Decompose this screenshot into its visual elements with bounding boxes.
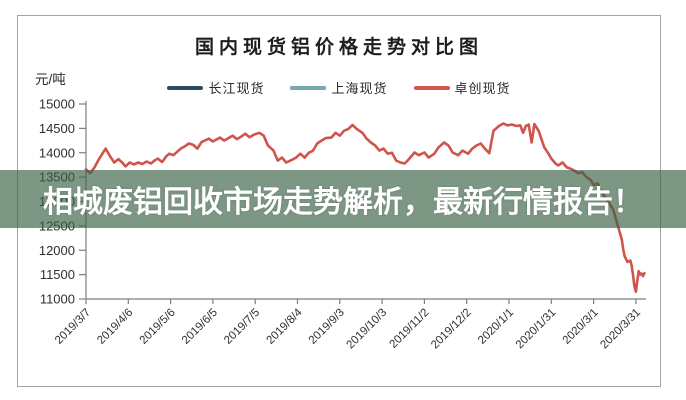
x-tick-label: 2019/9/3 bbox=[307, 307, 347, 347]
x-tick-label: 2019/12/2 bbox=[429, 307, 474, 352]
x-tick-label: 2019/11/2 bbox=[387, 307, 431, 351]
x-tick-label: 2019/8/4 bbox=[264, 306, 305, 347]
x-tick-label: 2020/3/1 bbox=[561, 307, 601, 347]
legend-label: 卓创现货 bbox=[454, 81, 511, 96]
legend-item: 卓创现货 bbox=[413, 78, 511, 97]
overlay-banner-text: 相城废铝回收市场走势解析，最新行情报告！ bbox=[43, 186, 643, 219]
y-tick-label: 14000 bbox=[39, 145, 75, 160]
legend-label: 上海现货 bbox=[331, 81, 388, 96]
legend-line-swatch bbox=[413, 85, 450, 90]
legend-item: 上海现货 bbox=[290, 78, 387, 97]
x-tick-label: 2019/7/5 bbox=[222, 307, 262, 347]
legend-line-swatch bbox=[290, 85, 327, 90]
x-tick-label: 2019/4/6 bbox=[95, 307, 135, 347]
y-axis-unit-label: 元/吨 bbox=[35, 72, 66, 87]
y-tick-label: 15000 bbox=[39, 97, 75, 112]
y-tick-label: 11000 bbox=[40, 292, 75, 307]
legend-line-swatch bbox=[167, 85, 204, 90]
chart-svg: 1500014500140001350013000125001200011500… bbox=[39, 97, 646, 352]
x-tick-label: 2020/1/31 bbox=[514, 307, 559, 352]
x-tick-label: 2019/3/7 bbox=[53, 307, 93, 347]
legend-item: 长江现货 bbox=[167, 78, 264, 97]
y-tick-label: 12000 bbox=[39, 243, 75, 258]
x-tick-label: 2020/1/1 bbox=[476, 307, 516, 347]
y-tick-label: 14500 bbox=[39, 121, 75, 136]
overlay-banner: 相城废铝回收市场走势解析，最新行情报告！ bbox=[0, 170, 686, 228]
x-tick-label: 2019/6/5 bbox=[180, 307, 220, 347]
chart-title: 国内现货铝价格走势对比图 bbox=[194, 37, 483, 58]
legend-label: 长江现货 bbox=[208, 81, 265, 96]
x-axis: 2019/3/7 2019/4/6 2019/5/6 2019/6/5 2019/7/5… bbox=[53, 298, 646, 352]
x-tick-label: 2019/10/3 bbox=[345, 307, 390, 352]
x-tick-label: 2019/5/6 bbox=[138, 307, 178, 347]
x-tick-label: 2020/3/31 bbox=[598, 307, 643, 352]
chart-legend: 长江现货 上海现货 卓创现货 bbox=[18, 78, 660, 97]
y-tick-label: 11500 bbox=[40, 267, 75, 282]
